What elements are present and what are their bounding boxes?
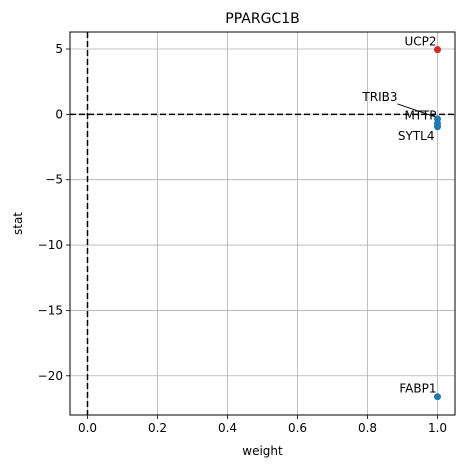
x-tick-label: 0.4 <box>218 421 237 435</box>
x-tick-label: 0.0 <box>78 421 97 435</box>
point-label-ucp2: UCP2 <box>404 35 436 49</box>
y-tick-label: −5 <box>45 173 63 187</box>
plot-frame <box>69 31 456 416</box>
x-axis-ticks: 0.0 0.2 0.4 0.6 0.8 1.0 <box>78 415 447 435</box>
point-label-trib3: TRIB3 <box>361 90 397 104</box>
y-axis-label: stat <box>11 212 25 235</box>
y-tick-label: 0 <box>55 107 63 121</box>
leader-line-trib3 <box>397 103 436 118</box>
reference-lines <box>70 32 455 415</box>
y-tick-label: −15 <box>38 303 63 317</box>
y-tick-label: 5 <box>55 42 63 56</box>
data-point-ucp2 <box>434 46 441 54</box>
x-axis-label: weight <box>242 444 283 458</box>
y-tick-label: −20 <box>38 369 63 383</box>
y-axis-ticks: 5 0 −5 −10 −15 −20 <box>38 42 70 383</box>
x-tick-label: 0.2 <box>148 421 167 435</box>
x-tick-label: 0.6 <box>288 421 307 435</box>
point-label-fabp1: FABP1 <box>399 382 436 396</box>
y-tick-label: −10 <box>38 238 63 252</box>
x-tick-label: 1.0 <box>428 421 447 435</box>
chart-title: PPARGC1B <box>225 11 299 27</box>
point-label-sytl4: SYTL4 <box>398 129 435 143</box>
point-label-mttp: MTTP <box>404 109 436 123</box>
point-labels: UCP2 TRIB3 MTTP SYTL4 FABP1 <box>361 35 436 396</box>
x-tick-label: 0.8 <box>358 421 377 435</box>
grid-lines <box>70 32 455 415</box>
data-point-sytl4 <box>434 123 441 131</box>
data-points <box>434 46 441 401</box>
data-point-fabp1 <box>434 393 441 401</box>
